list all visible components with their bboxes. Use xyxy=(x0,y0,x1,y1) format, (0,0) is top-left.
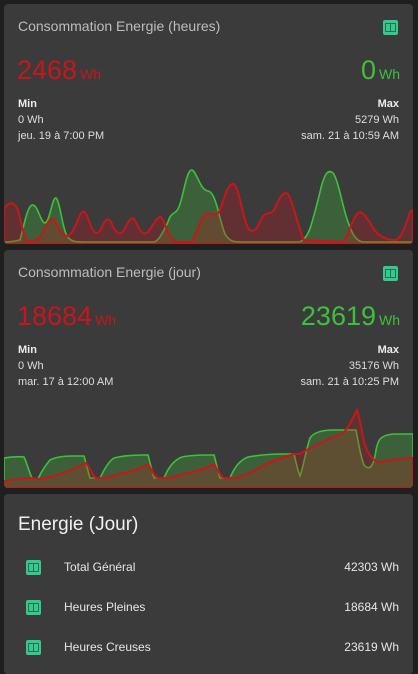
series-red-area-hours xyxy=(4,182,413,244)
entity-name: Heures Creuses xyxy=(64,640,151,654)
min-value: 0 Wh xyxy=(18,360,44,372)
entity-row-heures-pleines[interactable]: Heures Pleines 18684 Wh xyxy=(4,596,413,620)
card-title: Energie (Jour) xyxy=(18,514,139,535)
entity-row-heures-creuses[interactable]: Heures Creuses 23619 Wh xyxy=(4,636,413,660)
sparkline-day xyxy=(4,407,413,488)
card-title: Consommation Energie (jour) xyxy=(18,264,201,280)
series-green-area-hours xyxy=(4,169,413,244)
current-peak-value: 18684 Wh xyxy=(17,301,117,331)
max-time: sam. 21 à 10:25 PM xyxy=(300,376,399,388)
max-time: sam. 21 à 10:59 AM xyxy=(301,130,399,142)
series-red-area-day xyxy=(4,407,413,488)
series-green-area-day xyxy=(4,429,413,488)
min-time: mar. 17 à 12:00 AM xyxy=(18,376,114,388)
min-label: Min xyxy=(18,98,37,110)
entity-value: 23619 Wh xyxy=(344,640,399,654)
sparkline-hours xyxy=(4,169,413,244)
meter-icon xyxy=(26,560,41,575)
meter-icon xyxy=(383,20,398,35)
meter-icon xyxy=(26,640,41,655)
min-value: 0 Wh xyxy=(18,114,44,126)
card-energy-hours[interactable]: Consommation Energie (heures) 2468 Wh 0 Wh… xyxy=(4,4,413,244)
max-value: 35176 Wh xyxy=(348,360,399,372)
entity-value: 18684 Wh xyxy=(344,600,399,614)
card-energy-entities: Energie (Jour) Total Général 42303 Wh He… xyxy=(4,494,413,674)
max-value: 5279 Wh xyxy=(354,114,399,126)
current-offpeak-value: 23619 Wh xyxy=(300,301,400,331)
min-time: jeu. 19 à 7:00 PM xyxy=(18,130,105,142)
max-label: Max xyxy=(377,344,399,356)
meter-icon xyxy=(26,600,41,615)
meter-icon xyxy=(383,266,398,281)
entity-name: Heures Pleines xyxy=(64,600,146,614)
max-label: Max xyxy=(377,98,399,110)
current-peak-value: 2468 Wh xyxy=(17,55,102,85)
entity-name: Total Général xyxy=(64,560,136,574)
min-label: Min xyxy=(18,344,37,356)
card-title: Consommation Energie (heures) xyxy=(18,18,221,34)
card-energy-day[interactable]: Consommation Energie (jour) 18684 Wh 2361… xyxy=(4,250,413,488)
entity-value: 42303 Wh xyxy=(344,560,399,574)
entity-row-total[interactable]: Total Général 42303 Wh xyxy=(4,556,413,580)
current-offpeak-value: 0 Wh xyxy=(360,55,400,85)
